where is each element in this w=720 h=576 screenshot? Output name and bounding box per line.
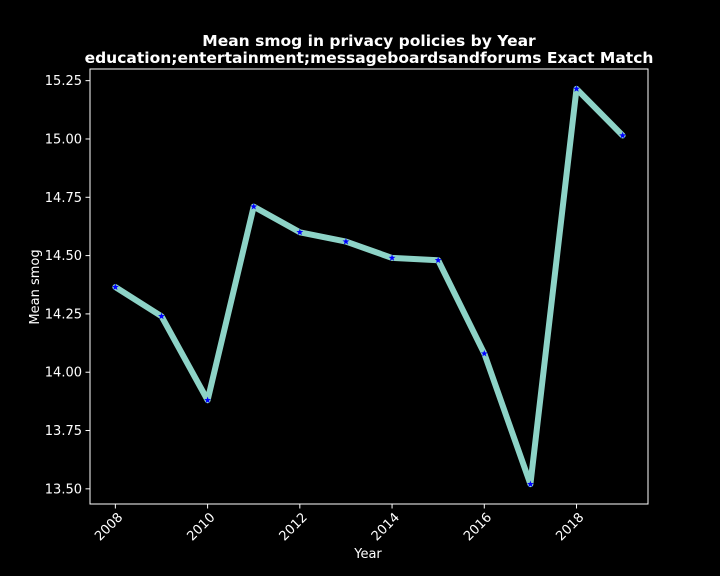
data-point-2014	[388, 254, 396, 261]
y-axis: 13.50 13.75 14.00 14.25 14.50 14.75 15.00 15.25	[45, 74, 90, 497]
data-point-2017	[526, 480, 534, 488]
y-tick-label-6: 15.00	[45, 132, 82, 147]
data-point-2015	[434, 256, 442, 264]
y-tick-label-0: 13.50	[45, 482, 82, 497]
y-tick-label-1: 13.75	[45, 424, 82, 439]
plot-frame	[89, 68, 649, 505]
data-point-2012	[296, 228, 304, 236]
data-point-2016	[480, 349, 488, 357]
series-line	[112, 85, 626, 488]
data-point-2008	[111, 283, 119, 290]
y-axis-label: Mean smog	[28, 249, 43, 324]
y-tick-label-2: 14.00	[45, 366, 82, 381]
data-point-2011	[250, 203, 258, 210]
chart-title-line-2: education;entertainment;messageboardsand…	[85, 49, 654, 67]
series-markers	[111, 85, 627, 488]
y-tick-label-7: 15.25	[45, 74, 82, 89]
data-point-2010	[204, 396, 212, 404]
plot-area	[111, 85, 627, 488]
x-axis-label: Year	[353, 547, 382, 562]
data-point-2018	[573, 85, 580, 92]
data-point-2013	[342, 238, 350, 245]
data-point-2019	[619, 131, 627, 139]
y-tick-label-4: 14.50	[45, 249, 82, 264]
y-tick-label-3: 14.25	[45, 307, 82, 322]
y-tick-label-5: 14.75	[45, 191, 82, 206]
chart-title-line-1: Mean smog in privacy policies by Year	[202, 32, 536, 50]
data-point-2009	[158, 312, 165, 320]
